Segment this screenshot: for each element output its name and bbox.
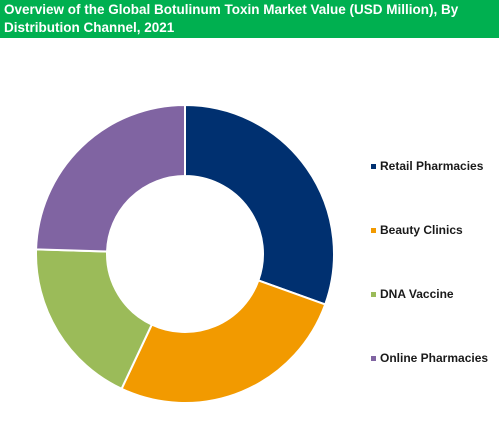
slice-online-pharmacies <box>35 103 186 253</box>
donut-chart: Retail Pharmacies Beauty Clinics DNA Vacci… <box>35 103 488 404</box>
title-bar: Overview of the Global Botulinum Toxin M… <box>0 0 499 38</box>
legend-label: Online Pharmacies <box>380 351 488 365</box>
legend-swatch <box>371 356 376 361</box>
slice-retail-pharmacies <box>184 103 335 306</box>
chart-legend: Retail Pharmacies Beauty Clinics DNA Vacci… <box>371 159 488 365</box>
legend-label: Beauty Clinics <box>380 223 463 237</box>
legend-swatch <box>371 292 376 297</box>
chart-title: Overview of the Global Botulinum Toxin M… <box>4 2 459 35</box>
legend-label: DNA Vaccine <box>380 287 454 301</box>
legend-swatch <box>371 164 376 169</box>
legend-swatch <box>371 228 376 233</box>
slice-beauty-clinics <box>120 279 327 404</box>
legend-label: Retail Pharmacies <box>380 159 484 173</box>
slice-dna-vaccine <box>35 248 154 391</box>
donut-slices <box>35 103 335 404</box>
